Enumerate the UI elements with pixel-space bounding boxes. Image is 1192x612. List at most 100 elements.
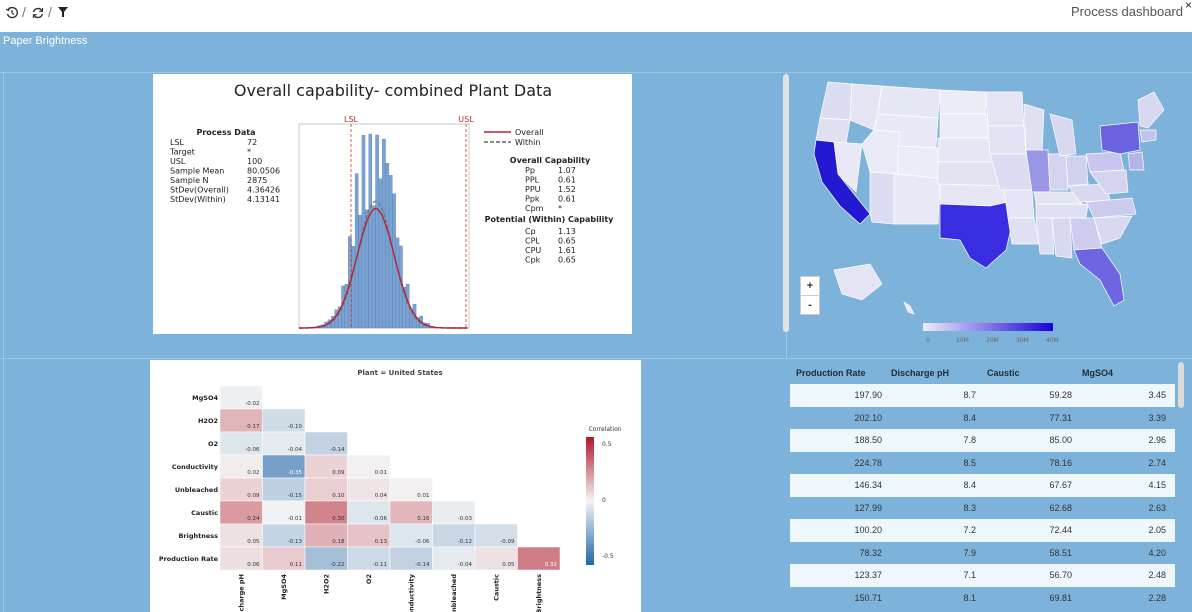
map-state[interactable]: [1023, 103, 1045, 155]
map-state[interactable]: [937, 161, 1001, 187]
process-data-value: 80.0506: [247, 167, 280, 176]
table-row[interactable]: 150.71 8.1 69.81 2.28: [790, 586, 1175, 609]
process-data-value: *: [247, 148, 251, 157]
map-zoom-in-button[interactable]: +: [800, 276, 820, 296]
map-state[interactable]: [939, 89, 987, 115]
correlation-heatmap-card: Plant = United States MgSO4 H2O2 O2 Conduct…: [150, 360, 641, 612]
choropleth-map[interactable]: 0 10M 20M 30M 40M: [790, 74, 1178, 344]
capability-chart: Overall capability- combined Plant Data …: [169, 81, 614, 329]
table-row[interactable]: 146.34 8.4 67.67 4.15: [790, 474, 1175, 497]
map-state-florida[interactable]: [1073, 247, 1125, 307]
map-state[interactable]: [1139, 129, 1157, 143]
overall-stat-label: PPL: [525, 176, 540, 185]
map-state[interactable]: [1137, 91, 1165, 129]
map-state[interactable]: [1085, 151, 1125, 173]
map-state[interactable]: [1007, 217, 1041, 245]
heatmap-legend-tick: 0.5: [602, 441, 612, 448]
table-cell: 150.71: [854, 592, 882, 603]
heatmap-cell-value: -0.02: [245, 401, 259, 407]
table-header: Production Rate Discharge pH Caustic MgS…: [790, 362, 1175, 384]
overall-stat-value: 0.61: [558, 195, 576, 204]
table-cell: 4.20: [1148, 547, 1166, 558]
potential-stat-value: 0.65: [558, 256, 576, 265]
table-row[interactable]: 100.20 7.2 72.44 2.05: [790, 519, 1175, 542]
map-state[interactable]: [1085, 197, 1137, 219]
map-state[interactable]: [877, 85, 941, 119]
map-state-alaska[interactable]: [833, 263, 883, 301]
dashboard-title[interactable]: Process dashboard: [1070, 4, 1183, 19]
table-row[interactable]: 197.90 8.7 59.28 3.45: [790, 384, 1175, 407]
map-state[interactable]: [833, 141, 863, 193]
map-state[interactable]: [1047, 153, 1069, 191]
map-zoom-out-button[interactable]: -: [800, 295, 820, 315]
heatmap-row-label: H2O2: [198, 417, 218, 425]
heatmap-cell-value: 0.24: [247, 516, 260, 522]
map-state[interactable]: [1127, 151, 1145, 171]
refresh-icon[interactable]: [30, 6, 46, 22]
scrollbar[interactable]: [783, 74, 789, 332]
table-cell: 7.9: [963, 547, 976, 558]
heatmap-cell-value: -0.01: [288, 516, 302, 522]
table-cell: 59.28: [1049, 390, 1072, 400]
histogram-bar: [402, 286, 407, 329]
lsl-label: LSL: [344, 115, 359, 124]
table-scrollbar[interactable]: [1178, 362, 1184, 408]
histogram-bar: [341, 285, 345, 329]
heatmap-col-label: Conductivity: [407, 573, 415, 612]
map-state[interactable]: [869, 171, 899, 225]
table-header-cell[interactable]: Discharge pH: [891, 368, 950, 378]
heatmap-cell-value: -0.03: [458, 516, 473, 522]
map-state[interactable]: [893, 173, 941, 225]
heatmap-cell-value: 0.02: [247, 470, 259, 476]
legend-overall-label: Overall: [515, 128, 544, 137]
table-row[interactable]: 202.10 8.4 77.31 3.39: [790, 406, 1175, 429]
heatmap-col-label: O2: [365, 574, 373, 584]
map-state[interactable]: [1089, 169, 1129, 195]
heatmap-cell-value: -0.11: [373, 562, 387, 568]
map-state[interactable]: [985, 91, 1025, 127]
toolbar-separator: /: [48, 4, 52, 20]
map-state[interactable]: [815, 117, 851, 145]
map-state-hawaii[interactable]: [903, 301, 915, 315]
table-cell: 62.68: [1049, 502, 1072, 513]
map-state[interactable]: [1065, 155, 1089, 187]
map-state[interactable]: [1003, 189, 1035, 219]
table-cell: 72.44: [1049, 525, 1072, 535]
history-icon[interactable]: [4, 6, 20, 22]
table-cell: 2.28: [1148, 592, 1166, 603]
map-state[interactable]: [939, 113, 989, 139]
process-data-label: LSL: [170, 138, 185, 147]
map-state[interactable]: [937, 137, 993, 163]
table-cell: 100.20: [854, 525, 882, 535]
table-header-cell[interactable]: MgSO4: [1082, 368, 1114, 378]
table-row[interactable]: 127.99 8.3 62.68 2.63: [790, 496, 1175, 519]
map-state[interactable]: [819, 81, 853, 121]
filter-icon[interactable]: [55, 6, 71, 22]
top-toolbar: / / Process dashboard ×: [0, 0, 1192, 30]
close-icon[interactable]: ×: [1184, 0, 1192, 12]
map-state[interactable]: [1051, 217, 1073, 259]
map-state[interactable]: [1035, 217, 1055, 255]
heatmap-col-label: Discharge pH: [237, 574, 245, 612]
data-table: Production Rate Discharge pH Caustic MgS…: [790, 362, 1175, 609]
heatmap-cell[interactable]: [517, 546, 561, 571]
table-row[interactable]: 224.78 8.5 78.16 2.74: [790, 451, 1175, 474]
map-state[interactable]: [1049, 113, 1077, 157]
table-row[interactable]: 123.37 7.1 56.70 2.48: [790, 564, 1175, 587]
map-state-texas[interactable]: [939, 201, 1013, 269]
map-state[interactable]: [861, 129, 901, 175]
heatmap-title: Plant = United States: [357, 369, 442, 377]
overall-stat-label: Cpm: [525, 204, 544, 213]
map-state[interactable]: [1093, 215, 1133, 245]
map-state[interactable]: [987, 125, 1027, 155]
table-header-cell[interactable]: Production Rate: [796, 368, 866, 378]
table-row[interactable]: 188.50 7.8 85.00 2.96: [790, 429, 1175, 452]
table-header-cell[interactable]: Caustic: [987, 368, 1020, 378]
map-state[interactable]: [939, 183, 1009, 207]
heatmap-cell-value: 0.01: [417, 493, 429, 499]
map-state[interactable]: [1035, 203, 1089, 219]
process-data-title: Process Data: [196, 128, 255, 137]
overall-stat-value: 1.07: [558, 166, 576, 175]
map-state-new-york[interactable]: [1099, 121, 1141, 155]
table-row[interactable]: 78.32 7.9 58.51 4.20: [790, 541, 1175, 564]
